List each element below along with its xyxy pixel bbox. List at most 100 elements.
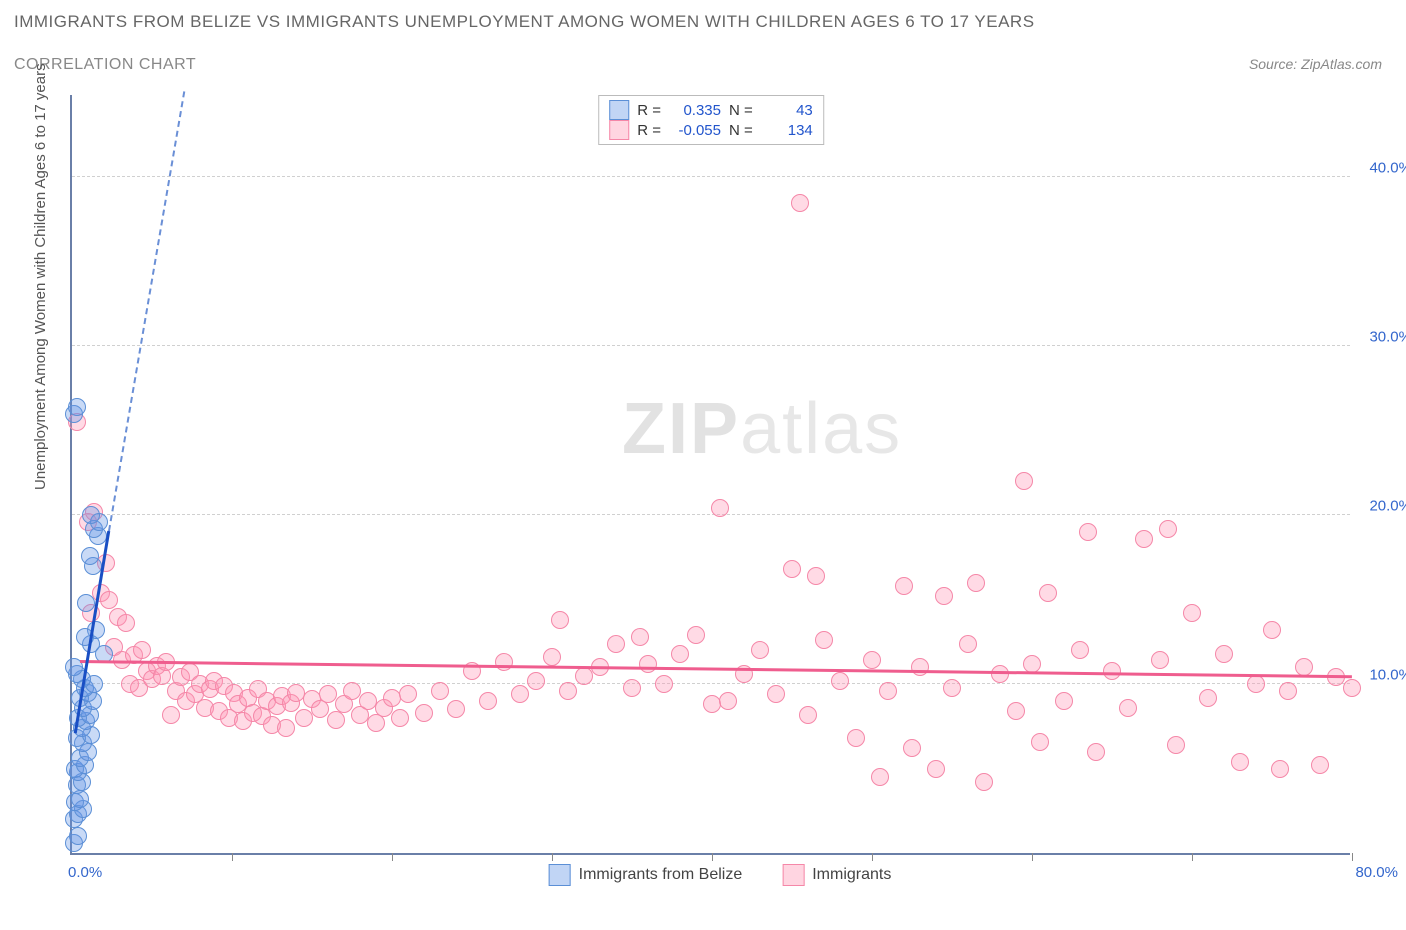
pink-point — [319, 685, 337, 703]
legend-label-blue: Immigrants from Belize — [579, 866, 743, 884]
pink-point — [399, 685, 417, 703]
pink-point — [911, 658, 929, 676]
pink-point — [991, 665, 1009, 683]
pink-point — [903, 739, 921, 757]
pink-point — [543, 648, 561, 666]
pink-point — [551, 611, 569, 629]
x-tick — [232, 853, 233, 861]
pink-point — [1263, 621, 1281, 639]
legend-n-value: 43 — [761, 102, 813, 119]
x-tick — [712, 853, 713, 861]
pink-point — [1279, 682, 1297, 700]
pink-point — [511, 685, 529, 703]
pink-point — [607, 635, 625, 653]
pink-point — [527, 672, 545, 690]
pink-point — [495, 653, 513, 671]
legend-n-label: N = — [729, 102, 753, 119]
pink-point — [559, 682, 577, 700]
pink-point — [1031, 733, 1049, 751]
pink-point — [1039, 584, 1057, 602]
pink-point — [831, 672, 849, 690]
legend-swatch-blue — [549, 864, 571, 886]
pink-point — [133, 641, 151, 659]
pink-point — [1343, 679, 1361, 697]
y-axis-label: Unemployment Among Women with Children A… — [32, 63, 49, 490]
x-origin-label: 0.0% — [68, 864, 102, 881]
pink-point — [1311, 756, 1329, 774]
pink-point — [1023, 655, 1041, 673]
pink-point — [479, 692, 497, 710]
pink-point — [415, 704, 433, 722]
y-tick-label: 10.0% — [1369, 667, 1406, 684]
pink-point — [1231, 753, 1249, 771]
legend-swatch-pink — [782, 864, 804, 886]
pink-point — [943, 679, 961, 697]
gridline — [72, 514, 1350, 515]
legend-row-pink: R = -0.055 N = 134 — [609, 120, 813, 140]
pink-point — [623, 679, 641, 697]
pink-point — [879, 682, 897, 700]
x-max-label: 80.0% — [1355, 864, 1398, 881]
blue-point — [68, 398, 86, 416]
pink-point — [631, 628, 649, 646]
x-tick — [872, 853, 873, 861]
legend-swatch-blue — [609, 100, 629, 120]
legend-swatch-pink — [609, 120, 629, 140]
pink-point — [117, 614, 135, 632]
legend-row-blue: R = 0.335 N = 43 — [609, 100, 813, 120]
x-tick — [552, 853, 553, 861]
pink-point — [1247, 675, 1265, 693]
series-legend: Immigrants from Belize Immigrants — [549, 864, 892, 886]
pink-point — [807, 567, 825, 585]
pink-point — [711, 499, 729, 517]
x-tick — [1352, 853, 1353, 861]
pink-point — [655, 675, 673, 693]
pink-point — [767, 685, 785, 703]
pink-point — [751, 641, 769, 659]
pink-point — [1015, 472, 1033, 490]
pink-point — [1119, 699, 1137, 717]
pink-point — [1071, 641, 1089, 659]
x-tick — [1032, 853, 1033, 861]
y-tick-label: 20.0% — [1369, 498, 1406, 515]
watermark-atlas: atlas — [740, 389, 902, 469]
pink-point — [871, 768, 889, 786]
pink-point — [639, 655, 657, 673]
legend-r-value: -0.055 — [669, 122, 721, 139]
pink-point — [671, 645, 689, 663]
legend-label-pink: Immigrants — [812, 866, 891, 884]
gridline — [72, 176, 1350, 177]
chart-area: Unemployment Among Women with Children A… — [50, 90, 1390, 890]
pink-point — [959, 635, 977, 653]
y-tick-label: 30.0% — [1369, 329, 1406, 346]
watermark: ZIPatlas — [622, 388, 902, 470]
blue-point — [81, 547, 99, 565]
legend-r-label: R = — [637, 102, 661, 119]
pink-point — [719, 692, 737, 710]
blue-point — [69, 827, 87, 845]
pink-point — [1199, 689, 1217, 707]
pink-point — [935, 587, 953, 605]
pink-point — [343, 682, 361, 700]
pink-point — [1055, 692, 1073, 710]
pink-point — [863, 651, 881, 669]
pink-point — [1159, 520, 1177, 538]
legend-item-pink: Immigrants — [782, 864, 891, 886]
pink-point — [895, 577, 913, 595]
pink-point — [799, 706, 817, 724]
pink-point — [1151, 651, 1169, 669]
pink-point — [1007, 702, 1025, 720]
pink-point — [847, 729, 865, 747]
pink-point — [1135, 530, 1153, 548]
chart-title: IMMIGRANTS FROM BELIZE VS IMMIGRANTS UNE… — [14, 12, 1035, 32]
pink-point — [447, 700, 465, 718]
pink-point — [1215, 645, 1233, 663]
y-tick-label: 40.0% — [1369, 160, 1406, 177]
legend-n-value: 134 — [761, 122, 813, 139]
source-attribution: Source: ZipAtlas.com — [1249, 56, 1382, 72]
pink-point — [687, 626, 705, 644]
blue-point — [82, 506, 100, 524]
pink-point — [927, 760, 945, 778]
pink-point — [967, 574, 985, 592]
pink-point — [391, 709, 409, 727]
